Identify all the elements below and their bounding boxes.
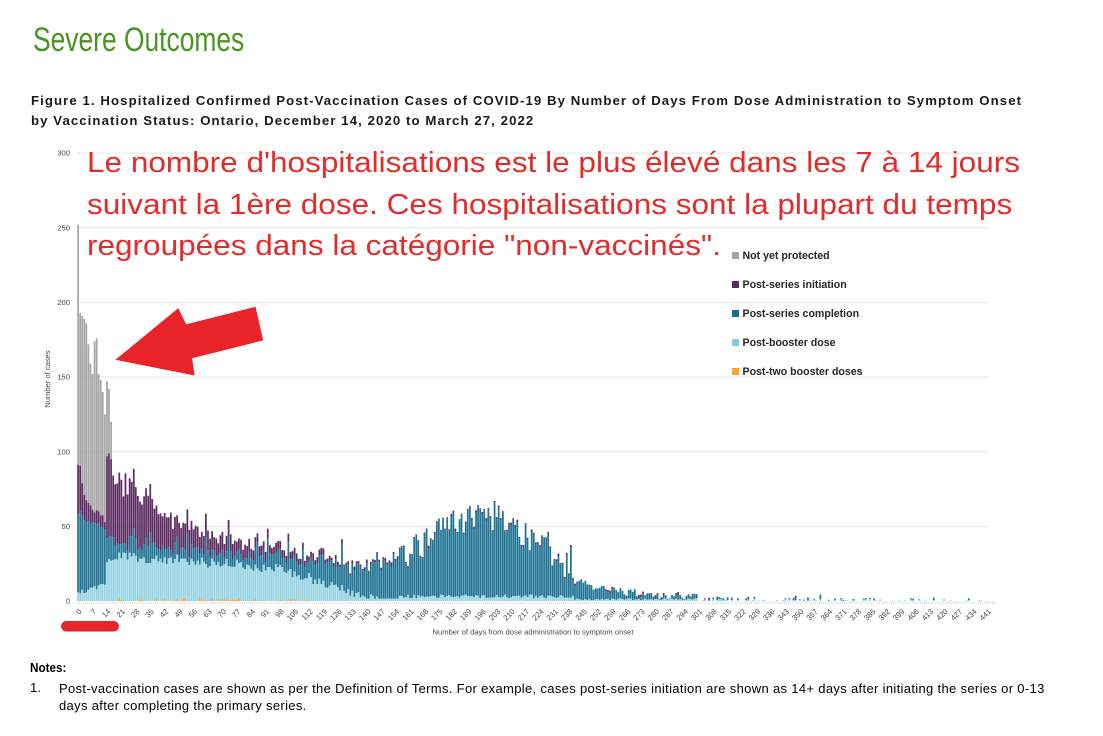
svg-text:42: 42	[158, 607, 170, 619]
svg-text:434: 434	[963, 607, 978, 622]
svg-text:245: 245	[574, 607, 589, 622]
svg-text:189: 189	[458, 607, 473, 622]
svg-text:168: 168	[415, 607, 430, 622]
svg-text:7: 7	[89, 607, 98, 616]
svg-text:28: 28	[129, 607, 141, 619]
svg-text:154: 154	[386, 607, 401, 622]
svg-text:259: 259	[602, 607, 617, 622]
svg-text:35: 35	[143, 607, 155, 619]
svg-text:350: 350	[790, 607, 805, 622]
svg-text:112: 112	[300, 607, 315, 622]
svg-text:140: 140	[357, 607, 372, 622]
svg-text:250: 250	[57, 223, 70, 232]
svg-text:406: 406	[905, 607, 920, 622]
svg-text:21: 21	[115, 607, 127, 619]
svg-text:98: 98	[273, 607, 285, 619]
svg-text:273: 273	[631, 607, 646, 622]
svg-text:100: 100	[57, 447, 70, 456]
svg-text:280: 280	[646, 607, 661, 622]
svg-text:126: 126	[328, 607, 343, 622]
svg-text:238: 238	[559, 607, 574, 622]
svg-text:371: 371	[833, 607, 848, 622]
svg-text:200: 200	[57, 298, 70, 307]
svg-text:300: 300	[57, 149, 70, 158]
svg-text:133: 133	[343, 607, 358, 622]
svg-text:119: 119	[314, 607, 329, 622]
svg-text:287: 287	[660, 607, 675, 622]
svg-text:56: 56	[187, 607, 199, 619]
svg-text:343: 343	[776, 607, 791, 622]
svg-text:Number of days from dose admin: Number of days from dose administration …	[433, 628, 635, 637]
svg-text:231: 231	[545, 607, 560, 622]
svg-text:63: 63	[201, 607, 213, 619]
svg-text:266: 266	[617, 607, 632, 622]
svg-text:175: 175	[429, 607, 444, 622]
svg-text:105: 105	[285, 607, 300, 622]
svg-text:147: 147	[371, 607, 386, 622]
svg-text:378: 378	[848, 607, 863, 622]
svg-text:315: 315	[718, 607, 733, 622]
svg-text:252: 252	[588, 607, 603, 622]
svg-text:196: 196	[472, 607, 487, 622]
svg-text:308: 308	[703, 607, 718, 622]
svg-text:399: 399	[891, 607, 906, 622]
svg-text:77: 77	[230, 607, 242, 619]
svg-text:357: 357	[804, 607, 819, 622]
svg-text:322: 322	[732, 607, 747, 622]
svg-text:182: 182	[444, 607, 459, 622]
svg-text:91: 91	[259, 607, 271, 619]
svg-text:301: 301	[689, 607, 704, 622]
svg-text:14: 14	[100, 607, 112, 619]
svg-text:84: 84	[245, 607, 257, 619]
svg-text:70: 70	[216, 607, 228, 619]
svg-text:50: 50	[62, 522, 70, 531]
svg-text:217: 217	[516, 607, 531, 622]
svg-text:Number of cases: Number of cases	[43, 350, 52, 408]
svg-text:364: 364	[819, 607, 834, 622]
svg-text:329: 329	[747, 607, 762, 622]
svg-text:392: 392	[877, 607, 892, 622]
svg-text:161: 161	[400, 607, 415, 622]
svg-text:0: 0	[74, 607, 83, 616]
svg-text:49: 49	[172, 607, 184, 619]
svg-text:336: 336	[761, 607, 776, 622]
svg-text:203: 203	[487, 607, 502, 622]
svg-text:294: 294	[675, 607, 690, 622]
svg-text:413: 413	[920, 607, 935, 622]
svg-text:210: 210	[501, 607, 516, 622]
svg-text:441: 441	[978, 607, 993, 622]
svg-text:224: 224	[530, 607, 545, 622]
svg-text:385: 385	[862, 607, 877, 622]
svg-text:427: 427	[949, 607, 964, 622]
svg-text:150: 150	[57, 373, 70, 382]
svg-text:0: 0	[66, 597, 70, 606]
svg-text:420: 420	[934, 607, 949, 622]
